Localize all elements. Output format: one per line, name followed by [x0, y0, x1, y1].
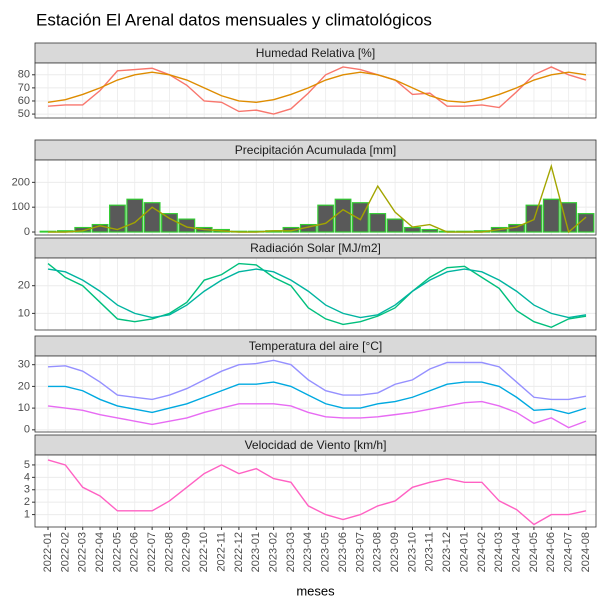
bar [317, 204, 335, 233]
x-tick-label: 2024-01 [458, 532, 470, 572]
plot-area [35, 258, 596, 330]
y-tick-label: 2 [24, 496, 30, 508]
y-tick-label: 20 [18, 280, 30, 292]
x-tick-label: 2022-08 [163, 532, 175, 572]
panel-border [34, 257, 597, 331]
bar [542, 198, 560, 233]
x-tick-label: 2024-03 [493, 532, 505, 572]
x-tick-label: 2023-03 [285, 532, 297, 572]
x-tick-label: 2022-02 [59, 532, 71, 572]
line [47, 262, 587, 328]
x-tick-label: 2023-01 [250, 532, 262, 572]
line [47, 359, 587, 401]
bar [351, 202, 369, 233]
y-tick-label: 100 [12, 201, 30, 213]
y-tick-label: 80 [18, 69, 30, 81]
x-tick-label: 2023-06 [337, 532, 349, 572]
panel-title: Humedad Relativa [%] [256, 46, 375, 60]
bar [161, 213, 178, 233]
x-tick-label: 2024-07 [563, 532, 575, 572]
x-tick-label: 2022-01 [42, 532, 54, 572]
bar [178, 218, 196, 233]
panel-title: Precipitación Acumulada [mm] [235, 143, 396, 157]
bar [109, 204, 126, 233]
x-tick-label: 2022-12 [233, 532, 245, 572]
x-tick-label: 2022-11 [215, 532, 227, 572]
y-tick-label: 200 [12, 176, 30, 188]
bar [74, 226, 92, 233]
chart-title: Estación El Arenal datos mensuales y cli… [36, 10, 432, 29]
line [48, 381, 587, 415]
y-tick-label: 30 [18, 359, 30, 371]
x-tick-label: 2023-08 [372, 532, 384, 572]
bar [334, 198, 352, 233]
y-tick-label: 1 [24, 508, 30, 520]
x-tick-label: 2024-08 [580, 532, 592, 572]
y-tick-label: 4 [24, 471, 30, 483]
y-tick-label: 10 [18, 402, 30, 414]
x-tick-label: 2022-04 [94, 532, 106, 572]
bar [126, 198, 144, 233]
x-tick-label: 2024-04 [510, 532, 522, 572]
x-tick-label: 2023-10 [406, 532, 418, 572]
x-axis-label: meses [296, 583, 335, 596]
plot-area [35, 455, 596, 527]
x-tick-label: 2023-09 [389, 532, 401, 572]
bar [577, 213, 595, 233]
panel-border [34, 159, 597, 236]
y-tick-label: 0 [24, 424, 30, 436]
x-tick-label: 2023-02 [268, 532, 280, 572]
x-tick-label: 2024-06 [545, 532, 557, 572]
x-tick-label: 2022-09 [181, 532, 193, 572]
plot-area [35, 63, 596, 118]
x-tick-label: 2024-02 [476, 532, 488, 572]
bar [421, 228, 439, 233]
bar [369, 213, 387, 233]
x-tick-label: 2023-04 [302, 532, 314, 572]
y-tick-label: 5 [24, 459, 30, 471]
x-tick-label: 2022-07 [146, 532, 158, 572]
bar [386, 218, 404, 233]
line [47, 459, 587, 526]
panel-border [34, 454, 597, 528]
x-tick-label: 2022-10 [198, 532, 210, 572]
x-tick-label: 2022-06 [129, 532, 141, 572]
panel-title: Velocidad de Viento [km/h] [245, 438, 387, 452]
y-tick-label: 60 [18, 95, 30, 107]
line [47, 400, 587, 429]
x-tick-label: 2023-12 [441, 532, 453, 572]
y-tick-label: 3 [24, 484, 30, 496]
line [48, 163, 587, 234]
x-tick-label: 2022-05 [111, 532, 123, 572]
x-tick-label: 2024-05 [528, 532, 540, 572]
x-tick-label: 2022-03 [77, 532, 89, 572]
panel-border [34, 355, 597, 433]
y-tick-label: 10 [18, 307, 30, 319]
x-tick-label: 2023-05 [320, 532, 332, 572]
line [47, 268, 587, 319]
bar [404, 226, 421, 233]
y-tick-label: 70 [18, 82, 30, 94]
y-tick-label: 50 [18, 108, 30, 120]
panel-title: Radiación Solar [MJ/m2] [250, 241, 381, 255]
panel-border [34, 62, 597, 119]
line [47, 71, 587, 103]
y-tick-label: 0 [24, 226, 30, 238]
x-tick-label: 2023-11 [424, 532, 436, 572]
y-tick-label: 20 [18, 380, 30, 392]
x-tick-label: 2023-07 [354, 532, 366, 572]
panel-title: Temperatura del aire [°C] [249, 339, 383, 353]
